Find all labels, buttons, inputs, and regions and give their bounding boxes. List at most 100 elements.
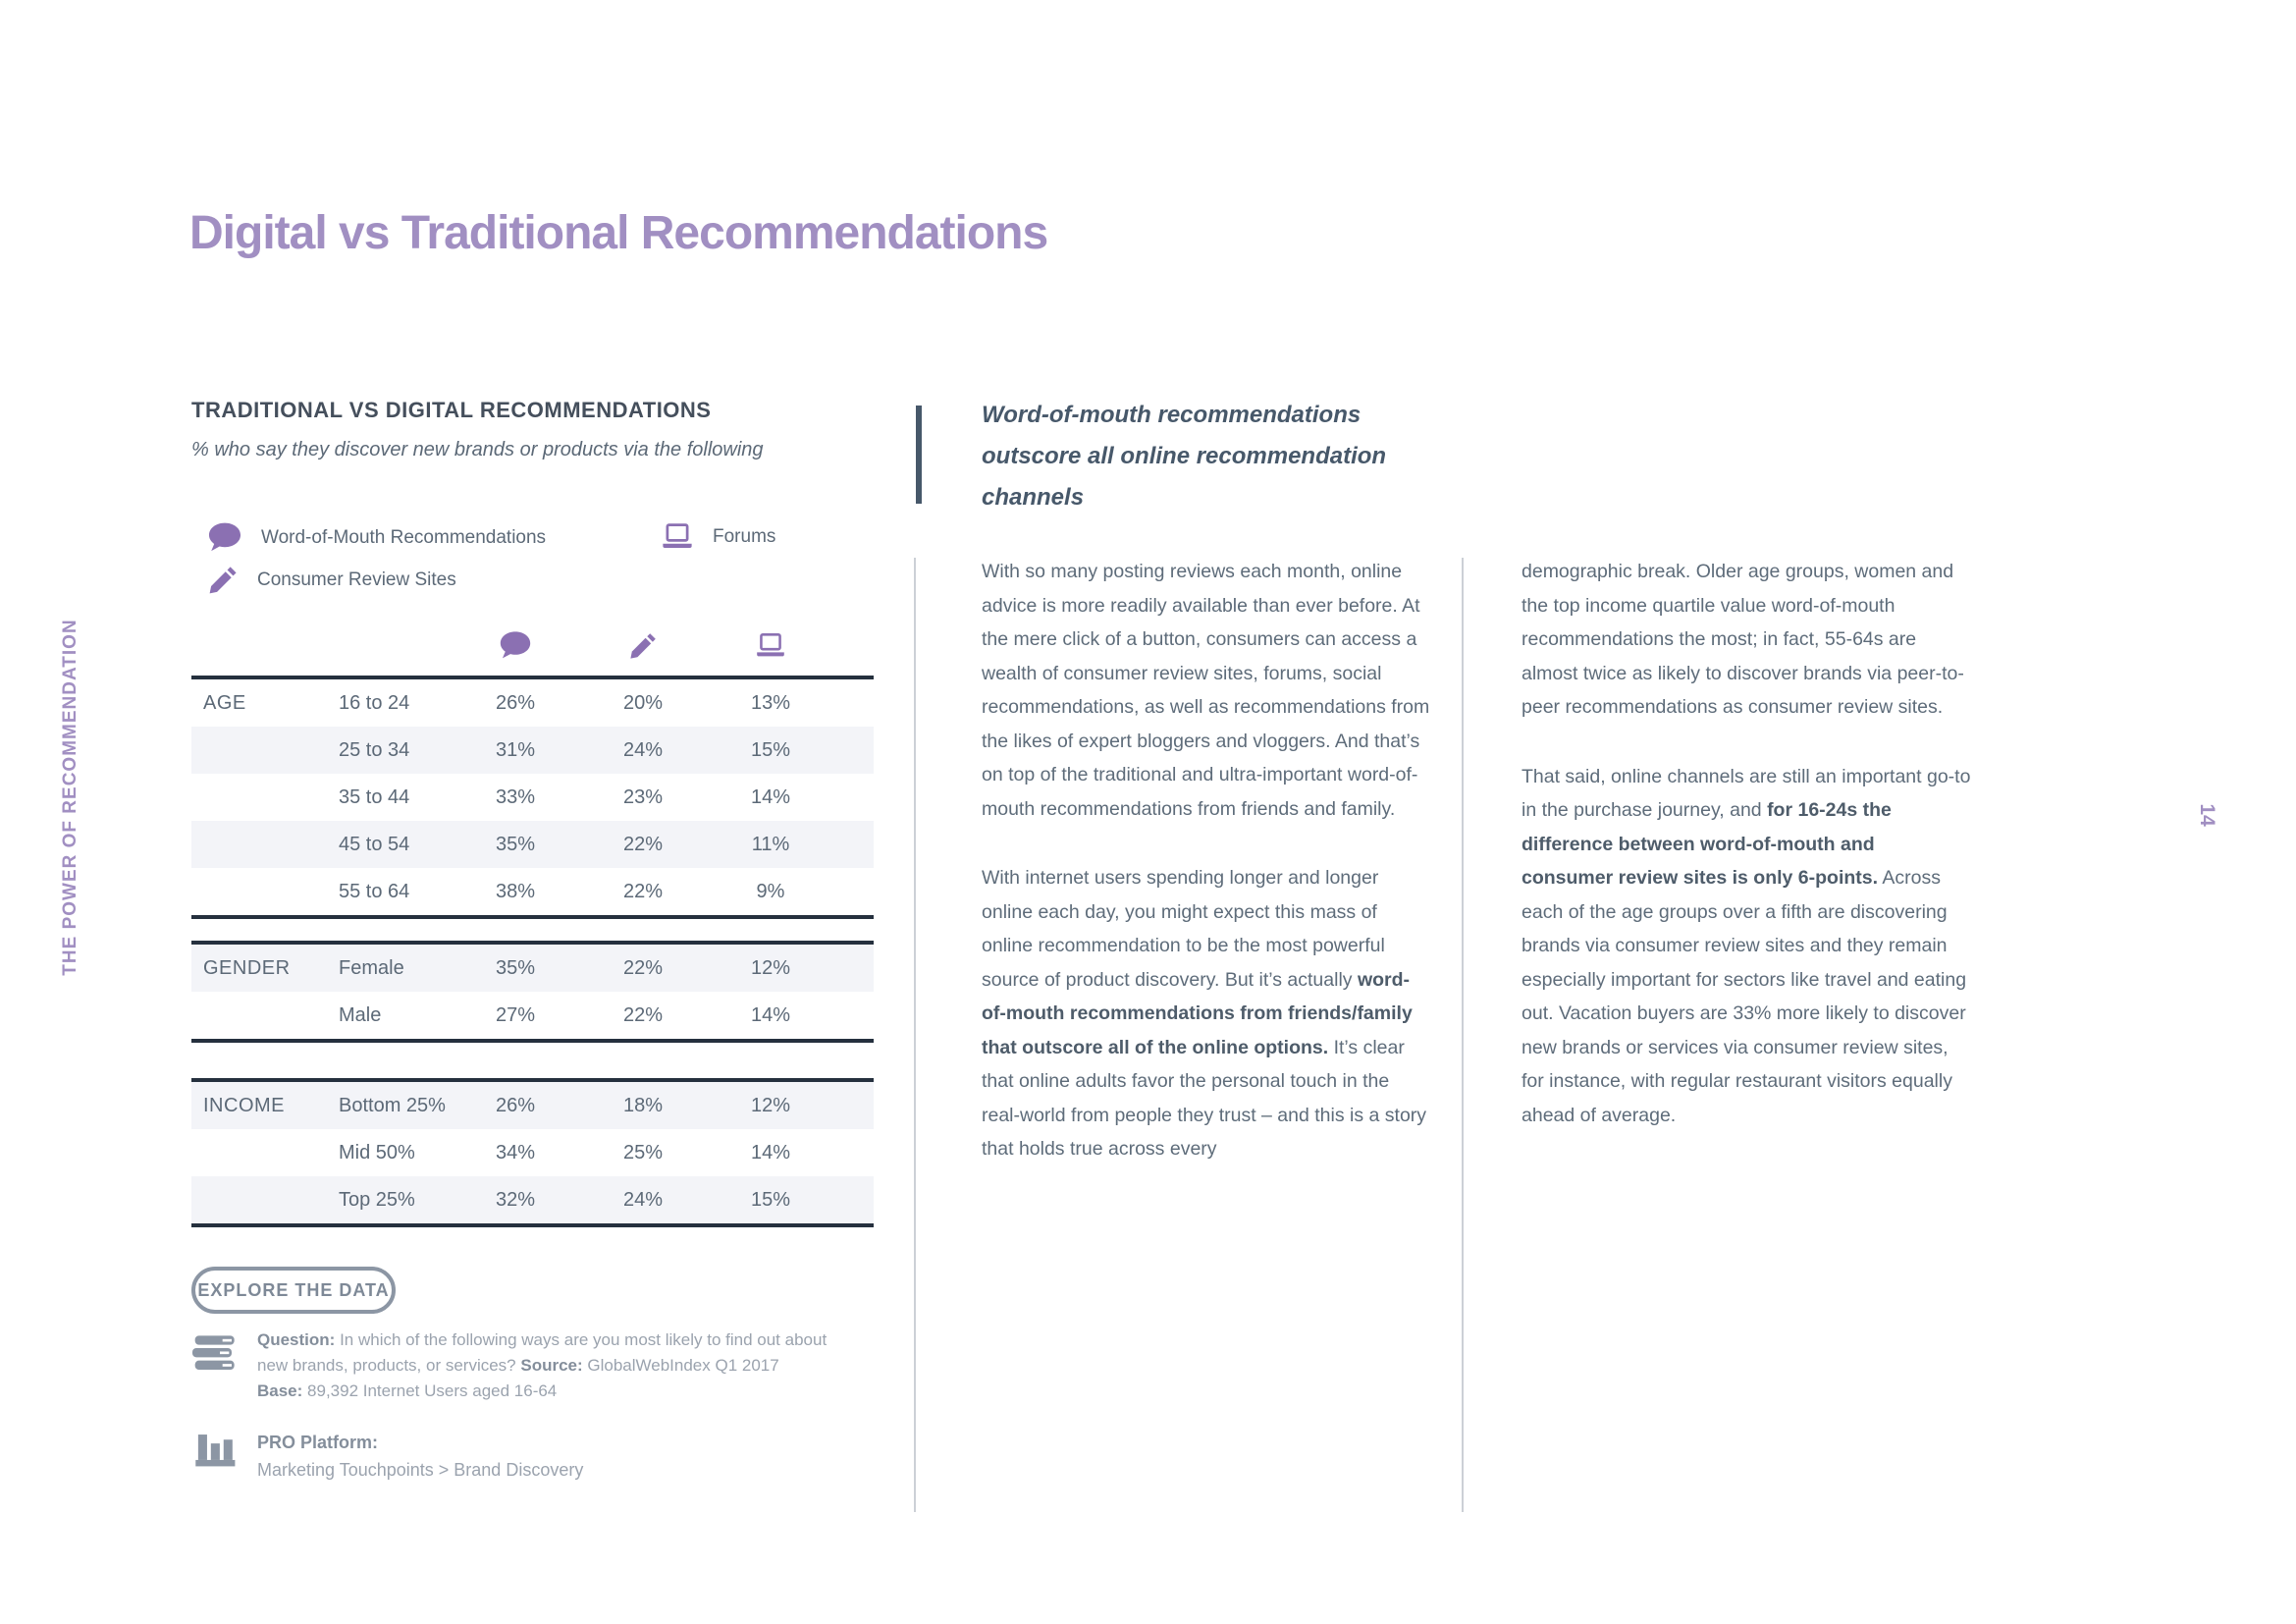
- row-value: 26%: [495, 1094, 536, 1116]
- row-value: 14%: [750, 785, 791, 808]
- laptop-icon: [660, 521, 695, 553]
- table-row: Mid 50% 34% 25% 14%: [191, 1129, 874, 1176]
- explore-the-data-button[interactable]: EXPLORE THE DATA: [191, 1267, 396, 1314]
- row-value: 24%: [622, 738, 664, 761]
- row-value: 15%: [750, 738, 791, 761]
- table-row: 25 to 34 31% 24% 15%: [191, 727, 874, 774]
- paragraph-text: It’s clear that online adults favor the …: [982, 1036, 1427, 1161]
- pro-platform-path: Marketing Touchpoints > Brand Discovery: [257, 1460, 584, 1480]
- base-label: Base:: [257, 1381, 303, 1400]
- row-value: 15%: [750, 1188, 791, 1211]
- legend-item-word-of-mouth: Word-of-Mouth Recommendations: [206, 521, 546, 555]
- bar-chart-icon: [194, 1426, 238, 1474]
- legend-item-forums: Forums: [660, 521, 775, 553]
- table-section-income: INCOME Bottom 25% 26% 18% 12% Mid 50% 34…: [191, 1078, 874, 1227]
- row-category: 55 to 64: [339, 880, 410, 902]
- row-value: 12%: [750, 1094, 791, 1116]
- column-divider: [914, 558, 916, 1512]
- table-row: GENDER Female 35% 22% 12%: [191, 945, 874, 992]
- row-value: 12%: [750, 956, 791, 979]
- row-category: Top 25%: [339, 1188, 415, 1211]
- question-label: Question:: [257, 1330, 336, 1349]
- question-source-footnote: Question: In which of the following ways…: [257, 1327, 862, 1404]
- column-divider: [1462, 558, 1464, 1512]
- table-subtitle: % who say they discover new brands or pr…: [191, 439, 764, 460]
- question-text: In which of the following ways are you m…: [257, 1330, 828, 1375]
- legend-label: Word-of-Mouth Recommendations: [261, 527, 547, 548]
- section-label: AGE: [203, 691, 246, 714]
- legend-label: Forums: [713, 526, 776, 547]
- row-value: 22%: [622, 1003, 664, 1026]
- table-row: INCOME Bottom 25% 26% 18% 12%: [191, 1082, 874, 1129]
- row-value: 35%: [495, 833, 536, 855]
- table-column-icons: [191, 621, 874, 672]
- source-text: GlobalWebIndex Q1 2017: [582, 1356, 779, 1375]
- row-category: 45 to 54: [339, 833, 410, 855]
- row-value: 35%: [495, 956, 536, 979]
- row-value: 25%: [622, 1141, 664, 1164]
- pencil-icon: [579, 630, 707, 662]
- row-value: 11%: [751, 833, 790, 855]
- row-category: Bottom 25%: [339, 1094, 446, 1116]
- pro-platform-footnote: PRO Platform: Marketing Touchpoints > Br…: [257, 1429, 748, 1484]
- row-value: 38%: [495, 880, 536, 902]
- table-row: AGE 16 to 24 26% 20% 13%: [191, 679, 874, 727]
- base-text: 89,392 Internet Users aged 16-64: [302, 1381, 558, 1400]
- row-value: 27%: [495, 1003, 536, 1026]
- row-value: 22%: [622, 880, 664, 902]
- row-value: 33%: [495, 785, 536, 808]
- sidebar-vertical-label: THE POWER OF RECOMMENDATION: [60, 619, 80, 976]
- paragraph: That said, online channels are still an …: [1522, 760, 1971, 1133]
- row-value: 31%: [495, 738, 536, 761]
- table-heading: TRADITIONAL VS DIGITAL RECOMMENDATIONS: [191, 398, 712, 422]
- row-value: 22%: [622, 833, 664, 855]
- row-value: 13%: [750, 691, 791, 714]
- row-value: 9%: [756, 880, 785, 902]
- table-row: 55 to 64 38% 22% 9%: [191, 868, 874, 915]
- table-section-age: AGE 16 to 24 26% 20% 13% 25 to 34 31% 24…: [191, 676, 874, 919]
- legend-item-consumer-review-sites: Consumer Review Sites: [206, 564, 456, 597]
- row-value: 18%: [622, 1094, 664, 1116]
- section-label: INCOME: [203, 1094, 285, 1116]
- paragraph-text: Across each of the age groups over a fif…: [1522, 867, 1967, 1126]
- paragraph-text: That said, online channels are still an …: [1522, 765, 1971, 822]
- table-row: 45 to 54 35% 22% 11%: [191, 821, 874, 868]
- row-category: 16 to 24: [339, 691, 410, 714]
- paragraph-text: With so many posting reviews each month,…: [982, 561, 1430, 820]
- speech-bubble-icon: [206, 521, 243, 555]
- table-section-gender: GENDER Female 35% 22% 12% Male 27% 22% 1…: [191, 941, 874, 1043]
- row-value: 20%: [622, 691, 664, 714]
- row-value: 34%: [495, 1141, 536, 1164]
- source-label: Source:: [520, 1356, 583, 1375]
- body-column-2: demographic break. Older age groups, wom…: [1522, 555, 1971, 1167]
- row-category: 25 to 34: [339, 738, 410, 761]
- pencil-icon: [206, 564, 240, 597]
- row-value: 14%: [750, 1003, 791, 1026]
- pro-platform-label: PRO Platform:: [257, 1433, 379, 1452]
- row-category: Mid 50%: [339, 1141, 415, 1164]
- table-row: 35 to 44 33% 23% 14%: [191, 774, 874, 821]
- table-row: Top 25% 32% 24% 15%: [191, 1176, 874, 1223]
- row-value: 23%: [622, 785, 664, 808]
- pull-quote: Word-of-mouth recommendations outscore a…: [982, 402, 1387, 511]
- row-value: 32%: [495, 1188, 536, 1211]
- row-category: 35 to 44: [339, 785, 410, 808]
- row-value: 22%: [622, 956, 664, 979]
- quote-accent-bar: [916, 406, 922, 504]
- legend-label: Consumer Review Sites: [257, 569, 456, 590]
- page-title: Digital vs Traditional Recommendations: [189, 207, 1048, 259]
- page-number: 14: [2196, 803, 2218, 827]
- paragraph: With internet users spending longer and …: [982, 861, 1431, 1166]
- laptop-icon: [707, 631, 834, 661]
- paragraph-bold-text: for 16-24s the difference between word-o…: [1522, 799, 1892, 889]
- row-category: Male: [339, 1003, 382, 1026]
- paragraph-text: With internet users spending longer and …: [982, 867, 1385, 991]
- section-label: GENDER: [203, 956, 291, 979]
- paragraph: demographic break. Older age groups, wom…: [1522, 555, 1971, 725]
- table-row: Male 27% 22% 14%: [191, 992, 874, 1039]
- paragraph: With so many posting reviews each month,…: [982, 555, 1431, 826]
- row-category: Female: [339, 956, 404, 979]
- paragraph-bold-text: word-of-mouth recommendations from frien…: [982, 968, 1413, 1058]
- paragraph-text: demographic break. Older age groups, wom…: [1522, 561, 1964, 718]
